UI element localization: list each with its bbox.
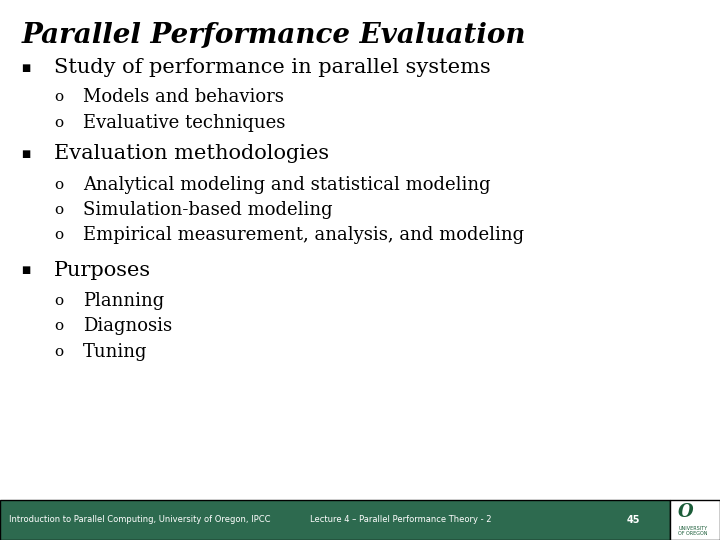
Text: Study of performance in parallel systems: Study of performance in parallel systems bbox=[54, 58, 491, 77]
Text: UNIVERSITY
OF OREGON: UNIVERSITY OF OREGON bbox=[678, 526, 708, 537]
Text: Simulation-based modeling: Simulation-based modeling bbox=[83, 201, 333, 219]
Text: o: o bbox=[54, 90, 63, 104]
Text: Models and behaviors: Models and behaviors bbox=[83, 88, 284, 106]
FancyBboxPatch shape bbox=[670, 500, 720, 540]
Text: Empirical measurement, analysis, and modeling: Empirical measurement, analysis, and mod… bbox=[83, 226, 524, 245]
Text: Parallel Performance Evaluation: Parallel Performance Evaluation bbox=[22, 22, 526, 49]
Text: o: o bbox=[54, 345, 63, 359]
Text: Lecture 4 – Parallel Performance Theory - 2: Lecture 4 – Parallel Performance Theory … bbox=[310, 515, 491, 524]
Text: ■: ■ bbox=[22, 149, 31, 159]
Text: O: O bbox=[678, 503, 694, 522]
Text: ■: ■ bbox=[22, 63, 31, 72]
Text: 45: 45 bbox=[626, 515, 640, 525]
Text: o: o bbox=[54, 228, 63, 242]
Text: Planning: Planning bbox=[83, 292, 164, 310]
Text: o: o bbox=[54, 203, 63, 217]
Text: o: o bbox=[54, 294, 63, 308]
FancyBboxPatch shape bbox=[0, 500, 670, 540]
Text: Evaluative techniques: Evaluative techniques bbox=[83, 113, 285, 132]
Text: Introduction to Parallel Computing, University of Oregon, IPCC: Introduction to Parallel Computing, Univ… bbox=[9, 515, 270, 524]
Text: Diagnosis: Diagnosis bbox=[83, 317, 172, 335]
Text: ■: ■ bbox=[22, 265, 31, 275]
Text: Evaluation methodologies: Evaluation methodologies bbox=[54, 144, 329, 164]
Text: o: o bbox=[54, 319, 63, 333]
Text: Purposes: Purposes bbox=[54, 260, 151, 280]
Text: Analytical modeling and statistical modeling: Analytical modeling and statistical mode… bbox=[83, 176, 490, 194]
Text: Tuning: Tuning bbox=[83, 342, 148, 361]
Text: o: o bbox=[54, 178, 63, 192]
Text: o: o bbox=[54, 116, 63, 130]
